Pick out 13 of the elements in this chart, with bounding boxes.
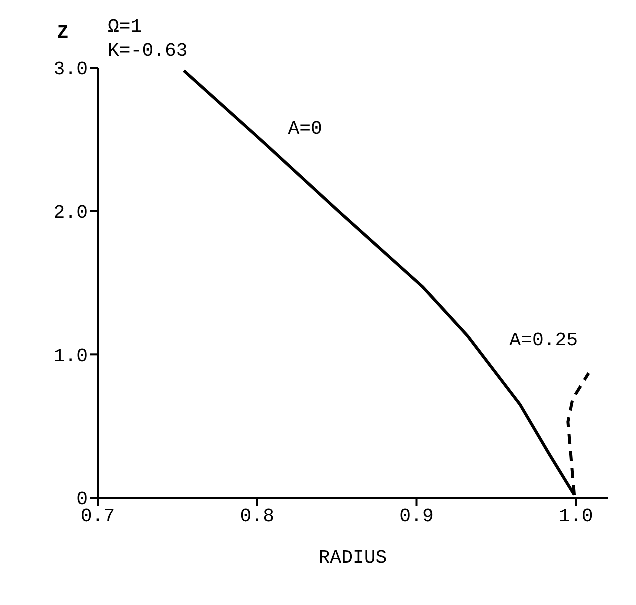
y-tick-label: 3.0	[54, 58, 88, 81]
text: K=-0.63	[108, 40, 188, 62]
series-label: A=0.25	[510, 329, 578, 352]
x-tick-label: 0.7	[80, 505, 116, 528]
series-label: A=0	[288, 118, 322, 140]
x-tick-label: 0.8	[240, 505, 274, 528]
x-axis-title: RADIUS	[318, 547, 388, 569]
y-tick-label: 1.0	[54, 345, 88, 368]
x-tick-label: 0.9	[400, 505, 434, 528]
text: Ω=1	[108, 16, 142, 38]
x-tick-label: 1.0	[559, 505, 594, 528]
y-tick-label: 2.0	[54, 202, 88, 224]
y-axis-title: Z	[57, 22, 69, 44]
